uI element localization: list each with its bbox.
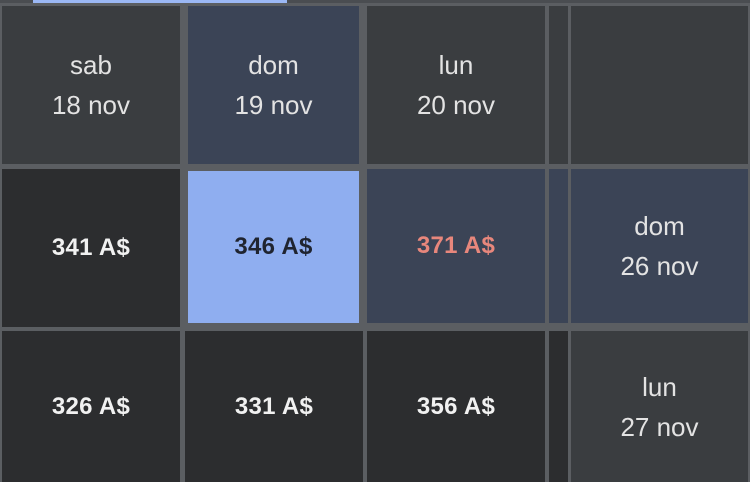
grid-gap-cell (549, 169, 568, 323)
header-date: 20 nov (416, 90, 496, 120)
header-date: 26 nov (620, 251, 699, 281)
price-cell[interactable]: 371 A$ (367, 169, 545, 323)
header-day: sab (70, 50, 112, 80)
date-header-sab-18: sab 18 nov (2, 6, 180, 164)
price-cell[interactable]: 356 A$ (367, 331, 545, 482)
top-border (0, 0, 750, 3)
price-value: 326 A$ (51, 392, 131, 420)
date-header-dom-26: dom 26 nov (571, 169, 748, 323)
header-day: lun (438, 50, 474, 80)
price-value: 341 A$ (51, 234, 131, 261)
price-cell-selected[interactable]: 346 A$ (188, 171, 359, 323)
empty-corner-cell (571, 6, 748, 164)
header-date: 18 nov (51, 90, 131, 120)
date-header-lun-27: lun 27 nov (571, 331, 748, 482)
price-value: 346 A$ (234, 233, 313, 260)
price-cell[interactable]: 326 A$ (2, 331, 180, 482)
grid-gap-cell (549, 331, 568, 482)
price-value-high: 371 A$ (416, 232, 496, 259)
date-header-dom-19: dom 19 nov (188, 6, 359, 164)
header-date: 27 nov (620, 411, 699, 442)
date-header-lun-20: lun 20 nov (367, 6, 545, 164)
top-scroll-indicator (33, 0, 287, 3)
header-date: 19 nov (234, 90, 313, 120)
price-cell[interactable]: 331 A$ (185, 331, 363, 482)
header-day: lun (642, 371, 677, 402)
grid-gap-cell (549, 6, 568, 164)
header-day: dom (634, 211, 685, 241)
price-cell[interactable]: 341 A$ (2, 169, 180, 327)
price-value: 331 A$ (234, 392, 314, 420)
price-value: 356 A$ (416, 392, 496, 420)
header-day: dom (248, 50, 299, 80)
